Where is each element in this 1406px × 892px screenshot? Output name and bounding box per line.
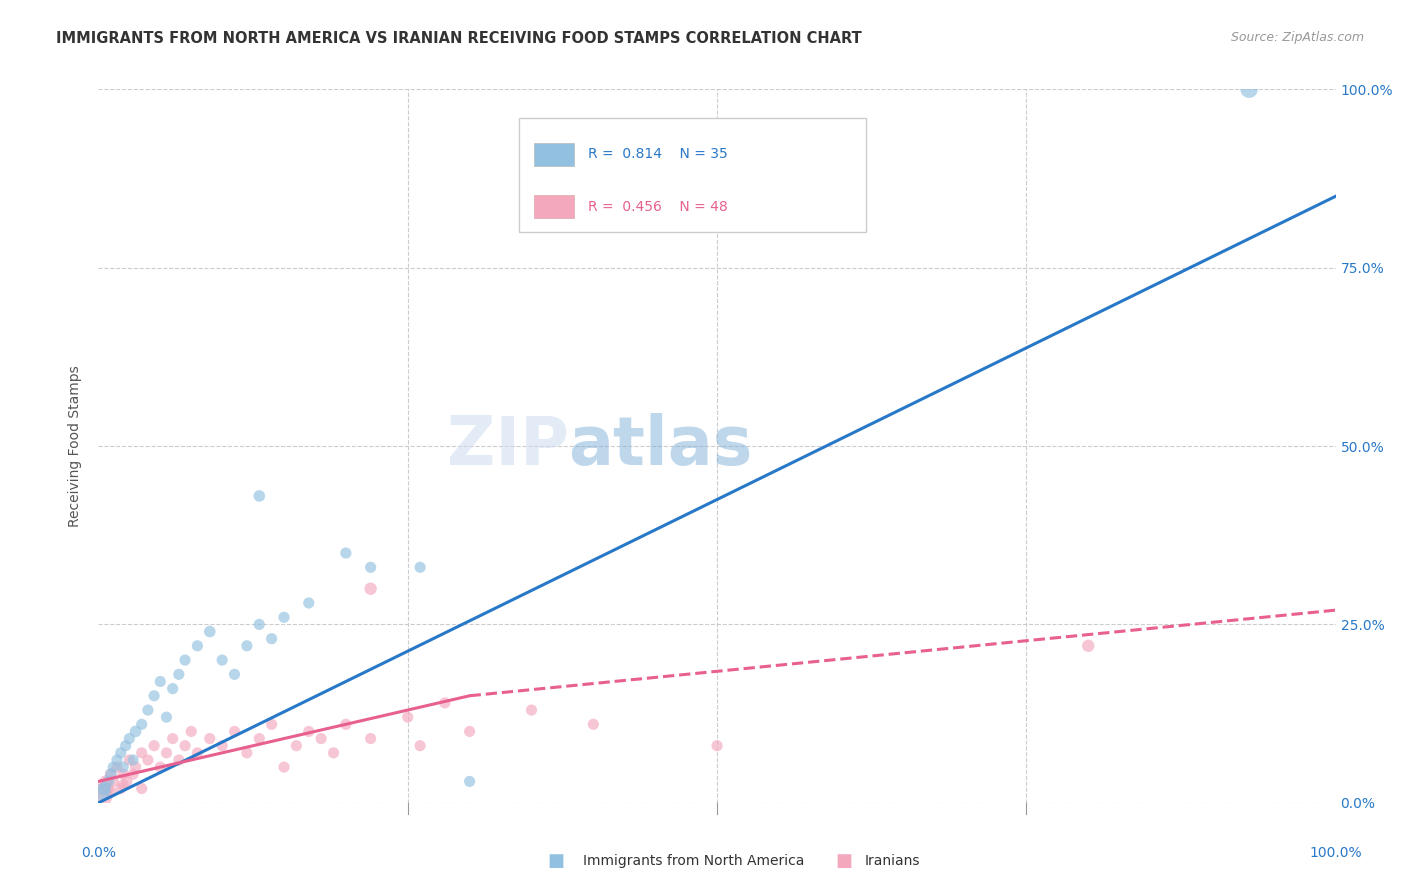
Point bbox=[1237, 82, 1260, 96]
Point bbox=[91, 785, 114, 799]
Point bbox=[260, 632, 283, 646]
Text: R =  0.814    N = 35: R = 0.814 N = 35 bbox=[588, 147, 728, 161]
Point bbox=[1077, 639, 1099, 653]
Point bbox=[322, 746, 344, 760]
FancyBboxPatch shape bbox=[534, 195, 574, 219]
Text: atlas: atlas bbox=[568, 413, 754, 479]
Point bbox=[247, 617, 270, 632]
Point bbox=[131, 781, 153, 796]
Point bbox=[236, 746, 259, 760]
Text: ZIP: ZIP bbox=[447, 413, 568, 479]
Y-axis label: Receiving Food Stamps: Receiving Food Stamps bbox=[69, 365, 83, 527]
Text: 100.0%: 100.0% bbox=[1309, 846, 1362, 860]
Point bbox=[124, 724, 146, 739]
Point bbox=[174, 739, 197, 753]
Point bbox=[360, 560, 382, 574]
Point bbox=[162, 731, 184, 746]
Point bbox=[247, 731, 270, 746]
Point bbox=[103, 760, 125, 774]
Point bbox=[118, 731, 141, 746]
Point bbox=[143, 689, 166, 703]
Point bbox=[93, 781, 115, 796]
Point bbox=[298, 724, 321, 739]
Point bbox=[94, 774, 117, 789]
Point bbox=[520, 703, 543, 717]
Point bbox=[122, 767, 145, 781]
Point bbox=[582, 717, 605, 731]
Point bbox=[224, 667, 246, 681]
Point bbox=[112, 760, 135, 774]
Point bbox=[211, 739, 233, 753]
Point bbox=[211, 653, 233, 667]
Point bbox=[167, 753, 190, 767]
FancyBboxPatch shape bbox=[519, 118, 866, 232]
Point bbox=[458, 774, 481, 789]
Point bbox=[90, 789, 112, 803]
Point bbox=[396, 710, 419, 724]
Point bbox=[167, 667, 190, 681]
Point bbox=[409, 560, 432, 574]
Text: Source: ZipAtlas.com: Source: ZipAtlas.com bbox=[1230, 31, 1364, 45]
Point bbox=[100, 767, 122, 781]
Point bbox=[114, 739, 136, 753]
FancyBboxPatch shape bbox=[534, 143, 574, 166]
Text: ■: ■ bbox=[547, 852, 564, 870]
Point bbox=[285, 739, 308, 753]
Point bbox=[155, 746, 177, 760]
Point bbox=[97, 781, 120, 796]
Point bbox=[143, 739, 166, 753]
Point bbox=[273, 760, 295, 774]
Text: Iranians: Iranians bbox=[865, 854, 920, 868]
Point bbox=[136, 753, 159, 767]
Point bbox=[433, 696, 456, 710]
Point bbox=[409, 739, 432, 753]
Point bbox=[122, 753, 145, 767]
Point bbox=[112, 767, 135, 781]
Point bbox=[309, 731, 332, 746]
Point bbox=[458, 724, 481, 739]
Text: R =  0.456    N = 48: R = 0.456 N = 48 bbox=[588, 200, 728, 214]
Point bbox=[100, 767, 122, 781]
Point bbox=[124, 760, 146, 774]
Point bbox=[131, 746, 153, 760]
Text: IMMIGRANTS FROM NORTH AMERICA VS IRANIAN RECEIVING FOOD STAMPS CORRELATION CHART: IMMIGRANTS FROM NORTH AMERICA VS IRANIAN… bbox=[56, 31, 862, 46]
Point bbox=[149, 674, 172, 689]
Point bbox=[247, 489, 270, 503]
Point bbox=[149, 760, 172, 774]
Point bbox=[273, 610, 295, 624]
Point bbox=[131, 717, 153, 731]
Text: Immigrants from North America: Immigrants from North America bbox=[583, 854, 804, 868]
Point bbox=[360, 731, 382, 746]
Point bbox=[105, 753, 128, 767]
Text: 0.0%: 0.0% bbox=[82, 846, 115, 860]
Point bbox=[335, 546, 357, 560]
Point bbox=[97, 774, 120, 789]
Point bbox=[100, 785, 122, 799]
Point bbox=[180, 724, 202, 739]
Point bbox=[260, 717, 283, 731]
Point bbox=[298, 596, 321, 610]
Point bbox=[112, 778, 135, 792]
Point bbox=[136, 703, 159, 717]
Point bbox=[110, 746, 132, 760]
Point bbox=[186, 639, 208, 653]
Point bbox=[162, 681, 184, 696]
Point bbox=[335, 717, 357, 731]
Point bbox=[115, 774, 138, 789]
Point bbox=[93, 781, 115, 796]
Point bbox=[706, 739, 728, 753]
Point bbox=[236, 639, 259, 653]
Point bbox=[198, 731, 221, 746]
Text: ■: ■ bbox=[835, 852, 852, 870]
Point bbox=[174, 653, 197, 667]
Point bbox=[103, 774, 125, 789]
Point bbox=[118, 753, 141, 767]
Point bbox=[360, 582, 382, 596]
Point bbox=[224, 724, 246, 739]
Point bbox=[110, 781, 132, 796]
Point bbox=[105, 760, 128, 774]
Point bbox=[155, 710, 177, 724]
Point bbox=[198, 624, 221, 639]
Point bbox=[186, 746, 208, 760]
